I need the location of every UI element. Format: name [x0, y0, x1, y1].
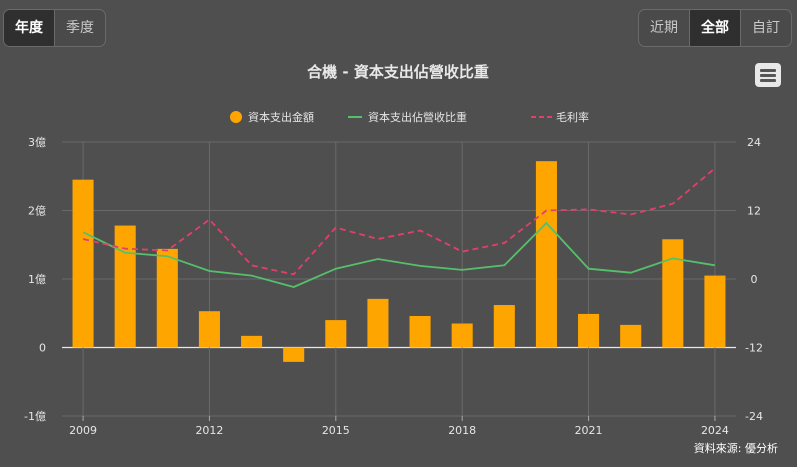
- y-left-tick-label: 2億: [28, 205, 46, 218]
- bar: [493, 305, 515, 348]
- x-tick-label: 2012: [195, 424, 223, 437]
- bar: [451, 323, 473, 348]
- bar: [198, 311, 220, 348]
- legend-label: 毛利率: [556, 110, 589, 124]
- bar: [156, 248, 178, 348]
- gross-margin-line: [82, 167, 716, 276]
- y-right-tick-label: 12: [747, 205, 761, 218]
- chart-axes: 3億 24 2億 12 1億 0 0 -12 -1億 -24 2009 2012 2015 2018 202…: [24, 136, 763, 437]
- legend-label: 資本支出佔營收比重: [368, 110, 467, 124]
- tab-quarterly[interactable]: 季度: [66, 20, 94, 36]
- range-all[interactable]: 全部: [690, 10, 741, 46]
- bar: [409, 315, 431, 348]
- bar: [72, 179, 94, 348]
- x-tick-label: 2024: [701, 424, 729, 437]
- ratio-line: [82, 221, 716, 288]
- hamburger-menu-icon[interactable]: [755, 63, 781, 87]
- x-tick-label: 2021: [575, 424, 603, 437]
- period-toggle: 年度 季度: [3, 9, 106, 47]
- y-right-tick-label: -12: [745, 342, 763, 355]
- bar-series: [72, 161, 726, 362]
- y-left-tick-label: 0: [39, 342, 46, 355]
- y-left-tick-label: 1億: [28, 273, 46, 286]
- tab-annual[interactable]: 年度: [4, 10, 55, 46]
- bar: [578, 313, 600, 348]
- x-tick-label: 2009: [69, 424, 97, 437]
- bar: [114, 225, 136, 348]
- bar: [620, 324, 642, 348]
- y-left-tick-label: -1億: [24, 410, 46, 423]
- x-tick-label: 2015: [322, 424, 350, 437]
- source-text: 資料來源: 優分析: [694, 441, 778, 455]
- bar: [283, 347, 305, 362]
- x-tick-label: 2018: [448, 424, 476, 437]
- bar: [535, 161, 557, 348]
- bar: [704, 275, 726, 348]
- chart-title: 合機 - 資本支出佔營收比重: [306, 63, 489, 81]
- y-right-tick-label: 0: [751, 273, 758, 286]
- bar: [241, 335, 263, 348]
- range-toggle: 近期 全部 自訂: [638, 9, 792, 47]
- chart-legend: 資本支出金額 資本支出佔營收比重 毛利率: [230, 110, 589, 124]
- bar: [662, 239, 684, 348]
- legend-bar-marker: [230, 111, 242, 123]
- bar: [325, 320, 347, 348]
- legend-label: 資本支出金額: [248, 110, 314, 124]
- y-right-tick-label: -24: [745, 410, 763, 423]
- range-recent[interactable]: 近期: [639, 10, 690, 46]
- y-left-tick-label: 3億: [28, 136, 46, 149]
- line-series: [82, 167, 716, 288]
- y-right-tick-label: 24: [747, 136, 761, 149]
- range-custom[interactable]: 自訂: [752, 20, 780, 36]
- bar: [367, 298, 389, 348]
